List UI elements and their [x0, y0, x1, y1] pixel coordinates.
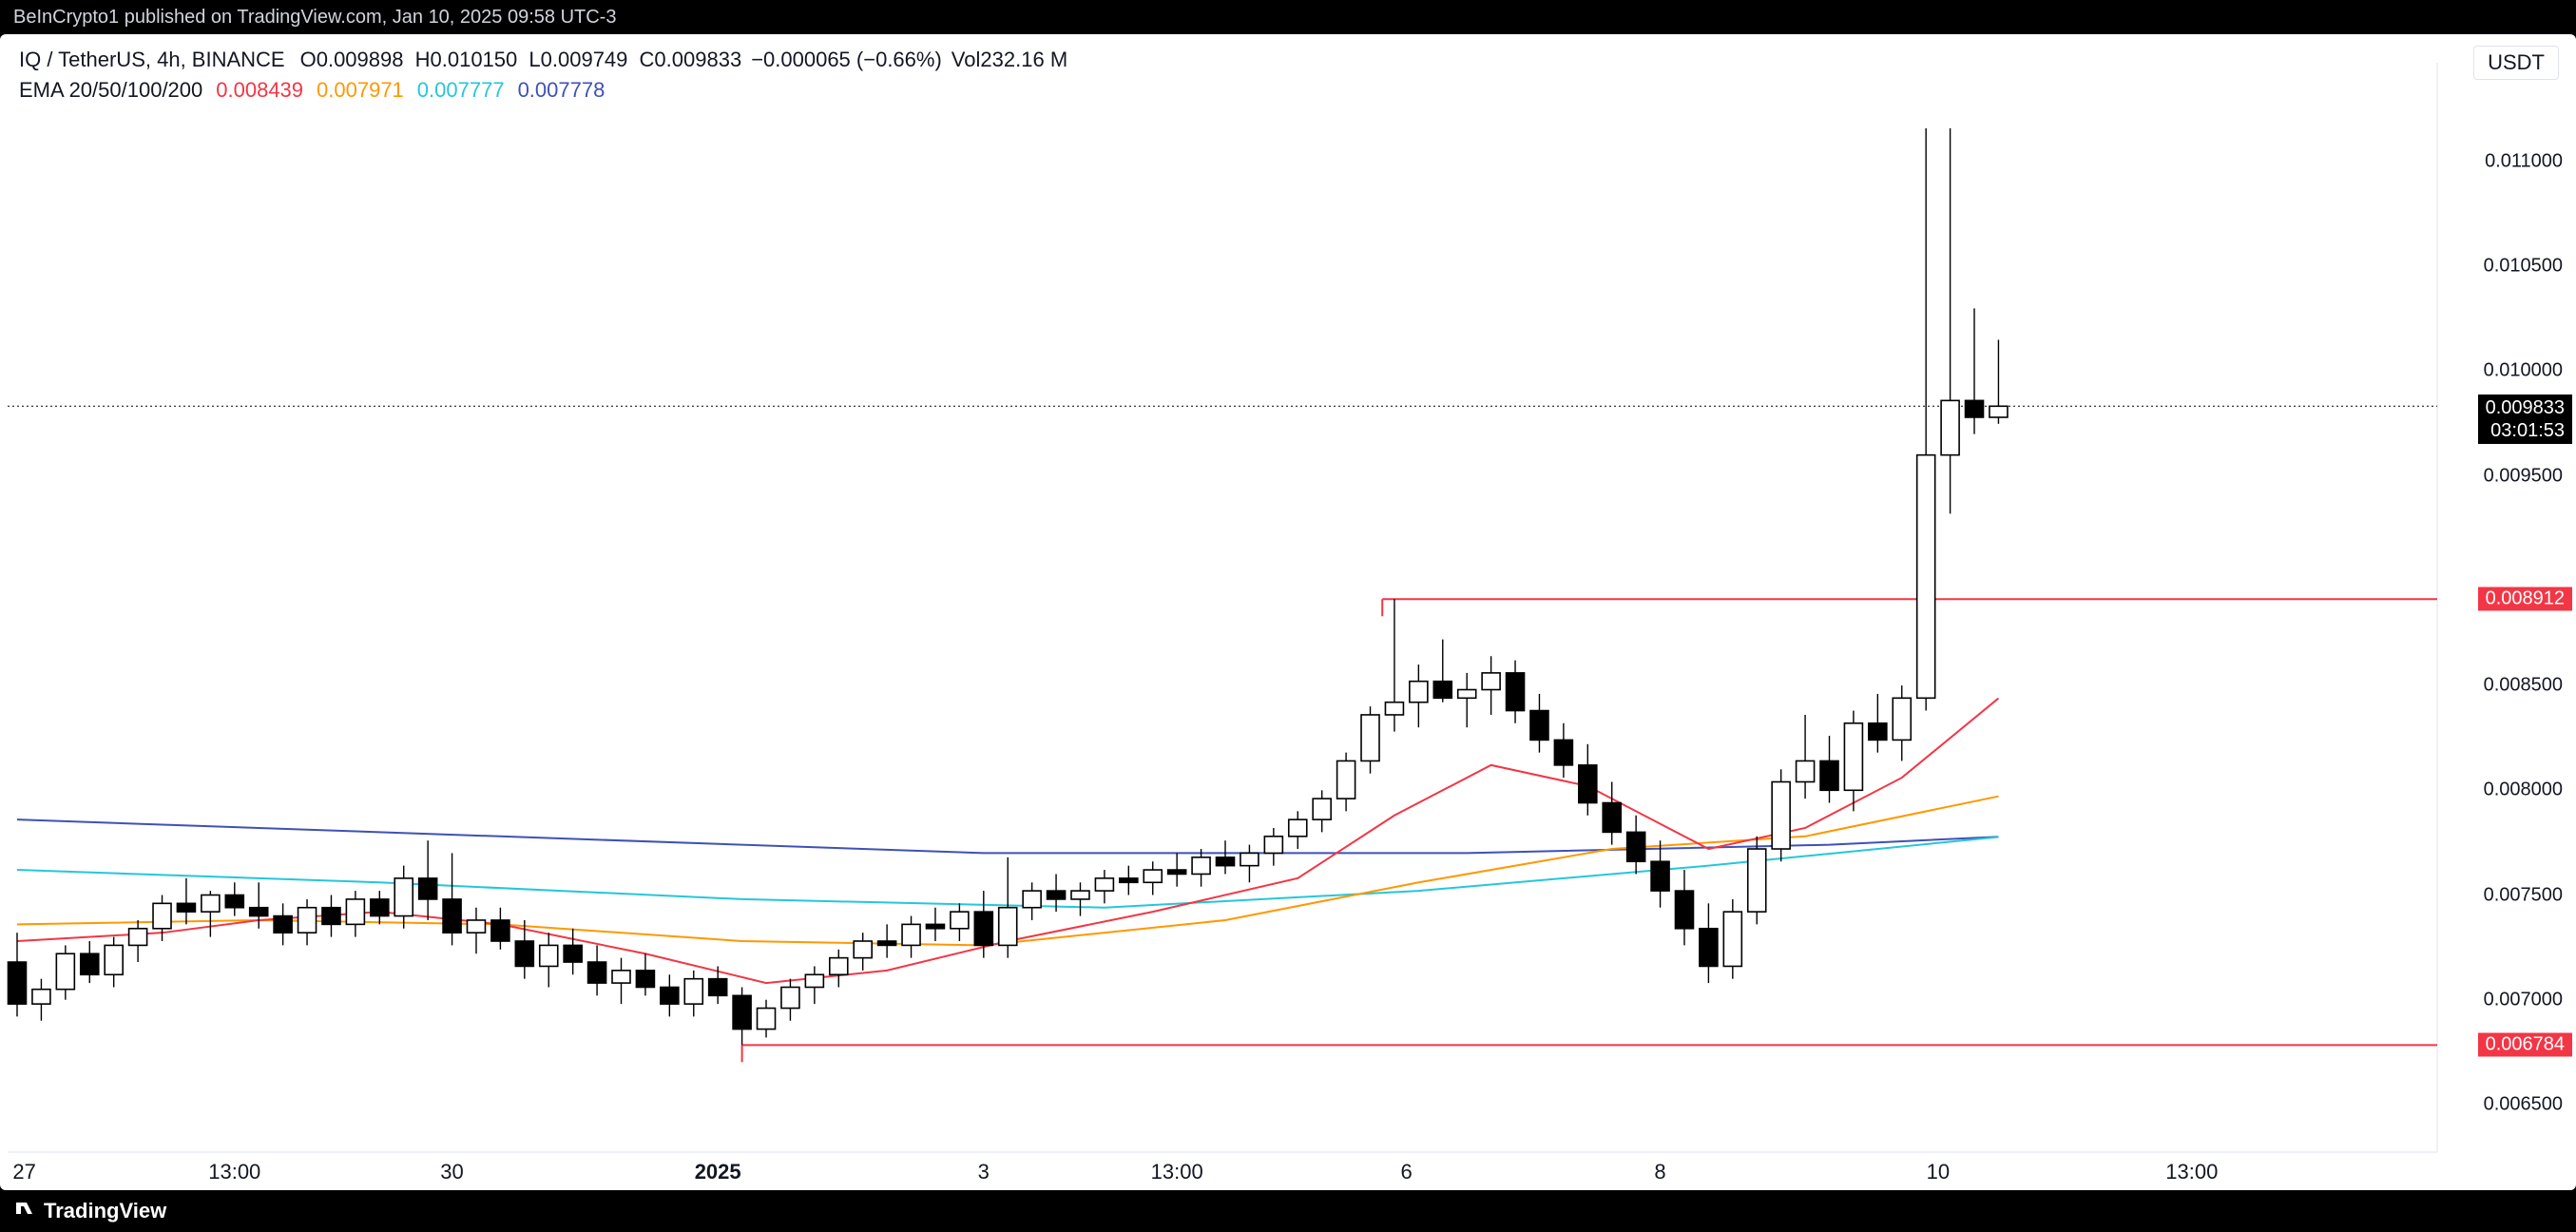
- chart-container: BeInCrypto1 published on TradingView.com…: [0, 0, 2576, 1232]
- x-tick-label: 13:00: [2165, 1160, 2218, 1184]
- x-tick-label: 27: [12, 1160, 35, 1184]
- x-tick-label: 30: [440, 1160, 463, 1184]
- x-tick-label: 13:00: [208, 1160, 260, 1184]
- y-tick-label: 0.008500: [2484, 675, 2563, 697]
- x-tick-label: 10: [1927, 1160, 1950, 1184]
- hline-price-badge: 0.008912: [2478, 587, 2572, 611]
- x-tick-label: 8: [1654, 1160, 1665, 1184]
- tradingview-label: TradingView: [44, 1199, 166, 1223]
- tradingview-logo-icon: [13, 1197, 36, 1226]
- y-tick-label: 0.011000: [2485, 151, 2563, 173]
- attribution-text: BeInCrypto1 published on TradingView.com…: [13, 7, 616, 29]
- attribution-bar: BeInCrypto1 published on TradingView.com…: [0, 0, 2576, 34]
- x-tick-label: 2025: [695, 1160, 741, 1184]
- x-tick-label: 13:00: [1151, 1160, 1203, 1184]
- y-tick-label: 0.008000: [2484, 780, 2563, 801]
- y-tick-label: 0.009500: [2484, 465, 2563, 487]
- y-tick-label: 0.006500: [2484, 1093, 2563, 1115]
- x-tick-label: 3: [978, 1160, 990, 1184]
- y-tick-label: 0.010500: [2484, 256, 2563, 278]
- tradingview-brand-bar: TradingView: [0, 1190, 2576, 1232]
- y-tick-label: 0.007500: [2484, 884, 2563, 906]
- price-chart-svg[interactable]: [0, 34, 2576, 1190]
- current-price-badge: 0.00983303:01:53: [2478, 395, 2572, 444]
- chart-area[interactable]: IQ / TetherUS, 4h, BINANCE O0.009898 H0.…: [0, 34, 2576, 1190]
- y-tick-label: 0.010000: [2484, 360, 2563, 382]
- x-tick-label: 6: [1401, 1160, 1413, 1184]
- y-tick-label: 0.007000: [2484, 989, 2563, 1011]
- hline-price-badge: 0.006784: [2478, 1033, 2572, 1057]
